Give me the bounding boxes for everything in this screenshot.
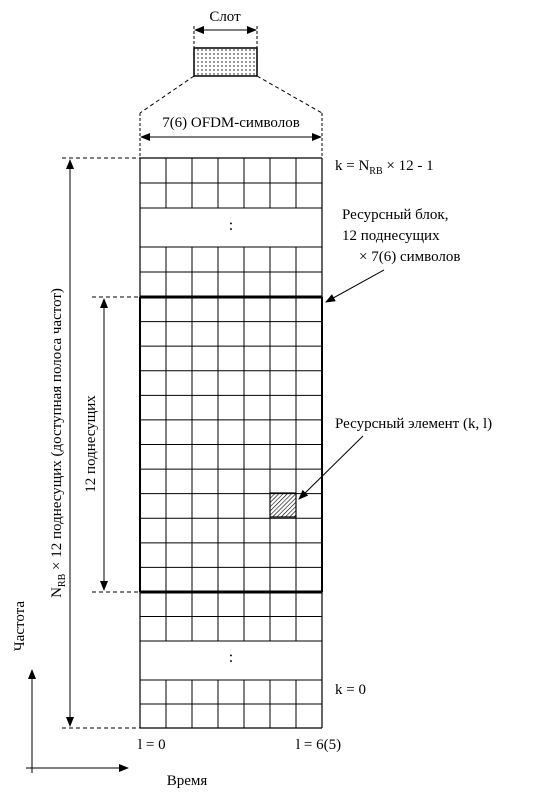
slot-label: Слот: [209, 9, 241, 25]
resource-block-pointer: [326, 270, 384, 302]
axes: Частота Время: [12, 601, 207, 789]
resource-block-label-line2: 12 поднесущих: [342, 228, 440, 244]
resource-element: [270, 493, 296, 517]
l-start-label: l = 0: [138, 737, 166, 753]
ellipsis-top: :: [229, 217, 233, 234]
expand-line-right: [257, 76, 322, 113]
symbols-dimension: 7(6) OFDM-символов: [140, 113, 322, 157]
slot-dimension: Слот: [194, 9, 257, 48]
subcarriers-12-dimension: 12 поднесущих: [83, 297, 140, 592]
l-end-label: l = 6(5): [296, 737, 341, 753]
resource-element-pointer: [299, 436, 363, 499]
time-axis-label: Время: [167, 773, 208, 789]
ellipsis-bottom: :: [229, 649, 233, 666]
symbols-label: 7(6) OFDM-символов: [162, 115, 300, 131]
resource-grid: [140, 158, 322, 728]
slot-box: [194, 48, 257, 76]
k-top-label: k = NRB × 12 - 1: [335, 158, 434, 177]
resource-block-label-line3: × 7(6) символов: [359, 249, 460, 265]
subcarriers-12-label: 12 поднесущих: [83, 395, 99, 493]
bandwidth-label: NRB × 12 поднесущих (доступная полоса ча…: [49, 288, 68, 598]
k-bottom-label: k = 0: [335, 682, 366, 698]
resource-element-label: Ресурсный элемент (k, l): [335, 416, 492, 432]
resource-block-label-line1: Ресурсный блок,: [342, 207, 448, 223]
frequency-axis-label: Частота: [12, 601, 28, 651]
expand-line-left: [140, 76, 194, 113]
